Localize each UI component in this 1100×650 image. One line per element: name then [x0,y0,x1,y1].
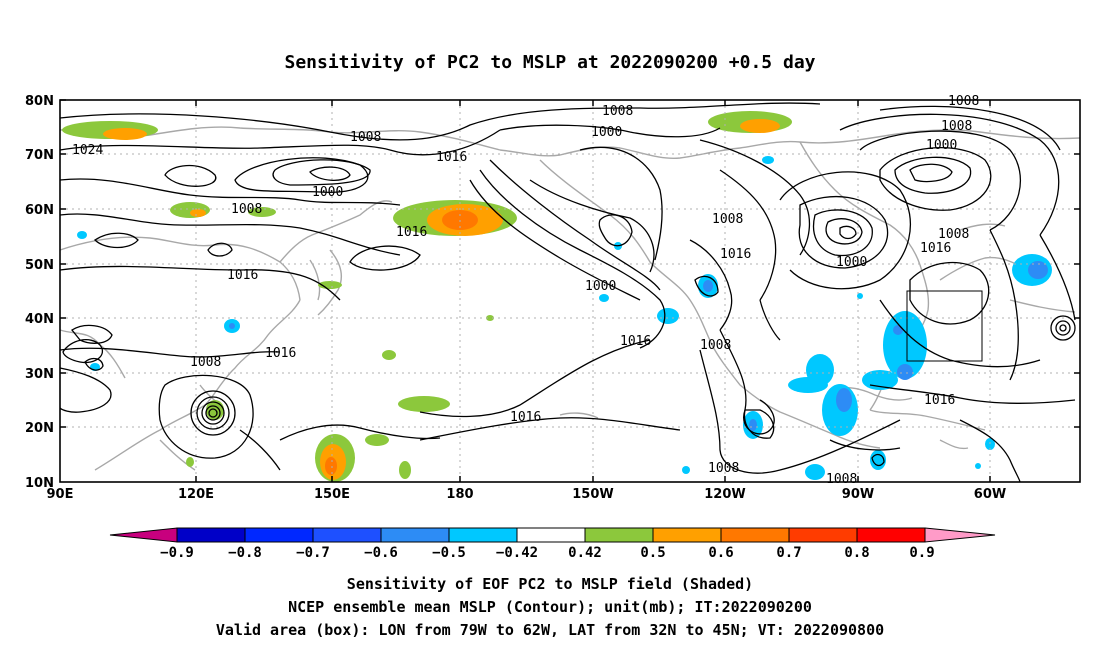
lon-label: 120E [178,487,214,502]
contour-label: 1008 [948,94,979,109]
contour-label: 1000 [591,125,622,140]
colorbar [109,527,996,543]
contour-label: 1008 [602,104,633,119]
colorbar-swatch [176,527,246,543]
lon-label: 60W [974,487,1006,502]
contour-label: 1016 [620,334,651,349]
contour-label: 1016 [920,241,951,256]
contour-label: 1000 [312,185,343,200]
colorbar-tick-label: 0.6 [708,545,733,561]
map-frame [59,99,1081,483]
colorbar-tick-label: 0.7 [776,545,801,561]
contour-label: 1008 [350,130,381,145]
colorbar-tick-label: 0.8 [844,545,869,561]
lat-label: 30N [25,367,54,382]
contour-label: 1000 [926,138,957,153]
contour-label: 1008 [938,227,969,242]
latitude-labels: 80N 70N 60N 50N 40N 30N 20N 10N [25,94,54,491]
colorbar-swatch [516,527,586,543]
colorbar-swatch [720,527,790,543]
colorbar-swatch [312,527,382,543]
contour-label: 1008 [231,202,262,217]
valid-area-box [906,290,983,362]
lon-label: 90E [47,487,74,502]
contour-label: 1008 [712,212,743,227]
contour-label: 1008 [826,472,857,487]
contour-label: 1016 [924,393,955,408]
contour-label: 1008 [700,338,731,353]
contour-label: 1016 [436,150,467,165]
caption-line-2: NCEP ensemble mean MSLP (Contour); unit(… [288,598,812,616]
contour-label: 1000 [836,255,867,270]
colorbar-tick-label: −0.8 [228,545,262,561]
colorbar-tick-label: −0.6 [364,545,398,561]
map-panel: 1008 1000 1008 1000 1016 1008 1000 1008 … [25,94,1081,502]
lat-label: 20N [25,421,54,436]
lat-label: 60N [25,203,54,218]
lat-label: 70N [25,148,54,163]
contour-label: 1016 [720,247,751,262]
colorbar-low-extension [109,527,178,543]
lon-label: 150E [314,487,350,502]
contour-label: 1008 [708,461,739,476]
map-title: Sensitivity of PC2 to MSLP at 2022090200… [284,52,815,73]
colorbar-tick-label: 0.42 [568,545,602,561]
mslp-contours [59,102,1076,483]
contour-label: 1024 [72,143,103,158]
colorbar-swatch [244,527,314,543]
lat-label: 50N [25,258,54,273]
lon-label: 180 [446,487,473,502]
contour-label: 1016 [227,268,258,283]
colorbar-tick-label: −0.42 [496,545,538,561]
contour-label: 1008 [941,119,972,134]
contour-label: 1000 [585,279,616,294]
colorbar-swatch [652,527,722,543]
contour-label: 1016 [265,346,296,361]
longitude-labels: 90E 120E 150E 180 150W 120W 90W 60W [47,487,1007,502]
colorbar-tick-label: 0.9 [909,545,934,561]
colorbar-tick-label: −0.9 [160,545,194,561]
colorbar-labels: −0.9 −0.8 −0.7 −0.6 −0.5 −0.42 0.42 0.5 … [160,545,935,561]
contour-label: 1008 [190,355,221,370]
contour-labels: 1008 1000 1008 1000 1016 1008 1000 1008 … [72,94,979,487]
caption-line-1: Sensitivity of EOF PC2 to MSLP field (Sh… [347,575,753,593]
colorbar-swatch [856,527,926,543]
axis-ticks [60,99,1080,482]
lon-label: 120W [704,487,745,502]
lon-label: 90W [842,487,874,502]
colorbar-high-extension [924,527,996,543]
colorbar-tick-label: −0.5 [432,545,466,561]
caption-line-3: Valid area (box): LON from 79W to 62W, L… [216,621,884,639]
contour-label: 1016 [396,225,427,240]
colorbar-swatch [584,527,654,543]
contour-label: 1016 [510,410,541,425]
lat-label: 40N [25,312,54,327]
colorbar-swatch [788,527,858,543]
colorbar-tick-label: 0.5 [640,545,665,561]
lat-label: 10N [25,476,54,491]
lat-label: 80N [25,94,54,109]
colorbar-tick-label: −0.7 [296,545,330,561]
colorbar-swatch [448,527,518,543]
colorbar-swatch [380,527,450,543]
lon-label: 150W [572,487,613,502]
